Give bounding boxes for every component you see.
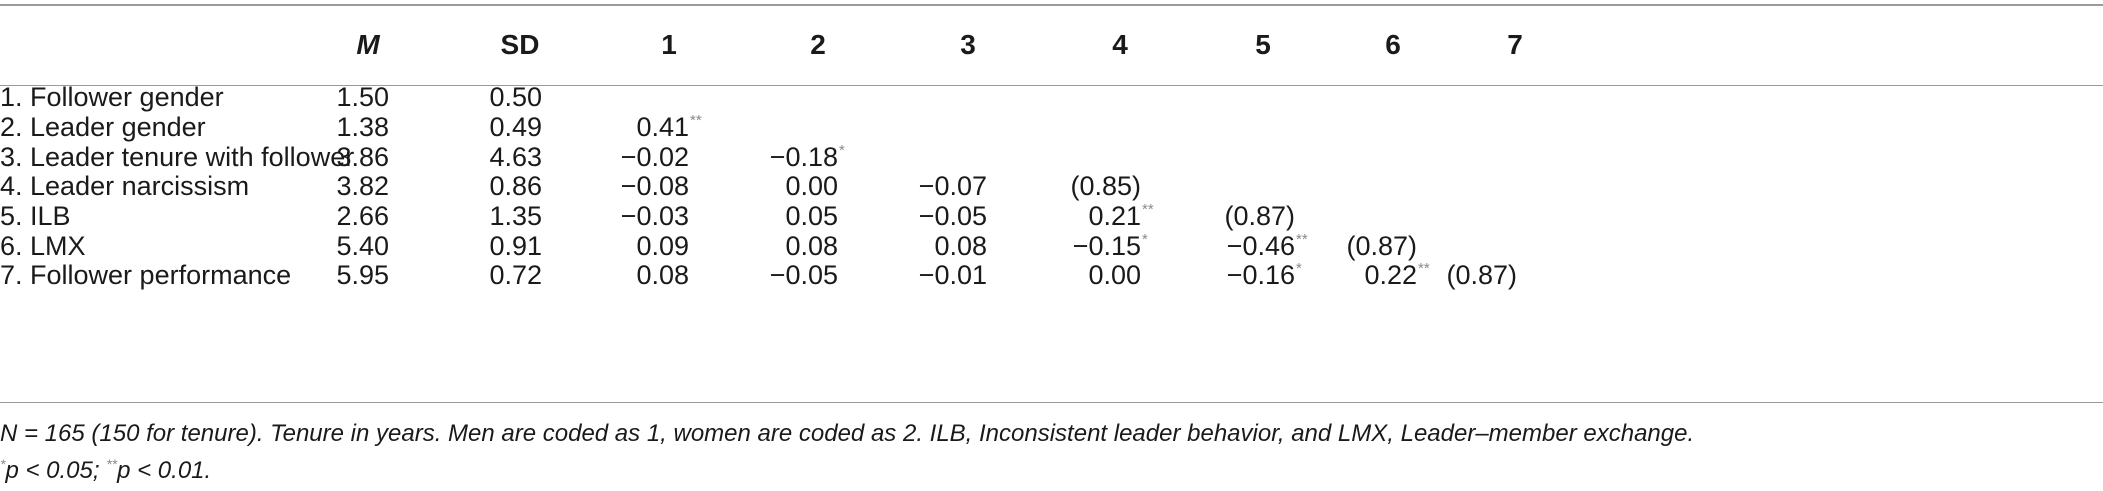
table-row: 7. Follower performance 5.95 0.72 0.08 −0.05…: [0, 258, 2103, 298]
correlation-cell: 0.41: [636, 112, 689, 142]
table-bottom-rule: [0, 402, 2103, 403]
column-header-sd: SD: [500, 29, 540, 60]
sd-cell: 0.86: [489, 171, 542, 201]
correlation-cell: 0.22: [1364, 260, 1417, 290]
column-header-1: 1: [661, 29, 677, 60]
correlation-cell: 0.08: [785, 231, 838, 261]
significance-marker: **: [690, 112, 702, 129]
variable-label: 6. LMX: [0, 231, 86, 261]
column-header-2: 2: [810, 29, 826, 60]
column-header-m: M: [356, 29, 380, 60]
mean-cell: 3.86: [336, 142, 389, 172]
significance-marker-2: **: [106, 456, 118, 472]
mean-cell: 5.40: [336, 231, 389, 261]
column-header-6: 6: [1385, 29, 1401, 60]
table-note-abbreviations: N = 165 (150 for tenure). Tenure in year…: [0, 420, 1695, 447]
correlation-cell: 0.05: [785, 201, 838, 231]
significance-marker: *: [839, 142, 845, 159]
variable-label: 1. Follower gender: [0, 82, 224, 112]
correlation-cell: −0.01: [918, 260, 987, 290]
variable-label: 7. Follower performance: [0, 260, 292, 290]
significance-marker: *: [1296, 260, 1302, 277]
correlation-cell: (0.85): [1070, 171, 1141, 201]
table-header-rule: [0, 85, 2103, 86]
correlation-cell: (0.87): [1224, 201, 1295, 231]
variable-label: 4. Leader narcissism: [0, 171, 250, 201]
variable-label: 2. Leader gender: [0, 112, 206, 142]
variable-label: 5. ILB: [0, 201, 71, 231]
variable-label: 3. Leader tenure with follower: [0, 142, 355, 172]
significance-marker-1: *: [0, 456, 6, 472]
significance-marker: **: [1418, 260, 1430, 277]
table-note-significance: *p < 0.05; **p < 0.01.: [0, 456, 211, 485]
mean-cell: 3.82: [336, 171, 389, 201]
sd-cell: 0.91: [489, 231, 542, 261]
column-header-7: 7: [1507, 29, 1523, 60]
correlation-cell: −0.16: [1226, 260, 1295, 290]
mean-cell: 1.50: [336, 82, 389, 112]
correlation-cell: −0.07: [918, 171, 987, 201]
mean-cell: 1.38: [336, 112, 389, 142]
table-row: 2. Leader gender 1.38 0.49 0.41 **: [0, 110, 2103, 150]
column-header-3: 3: [960, 29, 976, 60]
correlation-cell: −0.05: [918, 201, 987, 231]
correlation-cell: 0.00: [785, 171, 838, 201]
sd-cell: 1.35: [489, 201, 542, 231]
correlation-cell: −0.03: [620, 201, 689, 231]
mean-cell: 2.66: [336, 201, 389, 231]
significance-marker: **: [1142, 201, 1154, 218]
table-row: 6. LMX 5.40 0.91 0.09 0.08 0.08 −0.15 * −0.46 ** (…: [0, 229, 2103, 269]
significance-marker: *: [1142, 231, 1148, 248]
significance-marker: **: [1296, 231, 1308, 248]
correlation-cell: (0.87): [1446, 260, 1517, 290]
sd-cell: 0.49: [489, 112, 542, 142]
correlation-cell: 0.21: [1088, 201, 1141, 231]
table-row: 4. Leader narcissism 3.82 0.86 −0.08 0.00 −0.…: [0, 169, 2103, 209]
correlation-cell: 0.08: [636, 260, 689, 290]
sd-cell: 4.63: [489, 142, 542, 172]
column-header-5: 5: [1255, 29, 1271, 60]
correlation-cell: −0.18: [769, 142, 838, 172]
sd-cell: 0.50: [489, 82, 542, 112]
correlation-cell: (0.87): [1346, 231, 1417, 261]
table-row: 1. Follower gender 1.50 0.50: [0, 80, 2103, 120]
sd-cell: 0.72: [489, 260, 542, 290]
table-row: 3. Leader tenure with follower 3.86 4.63 −0…: [0, 140, 2103, 180]
significance-text-1: p < 0.05;: [5, 457, 107, 484]
correlation-cell: 0.08: [934, 231, 987, 261]
mean-cell: 5.95: [336, 260, 389, 290]
table-top-rule: [0, 4, 2103, 6]
correlation-cell: −0.02: [620, 142, 689, 172]
table-row: 5. ILB 2.66 1.35 −0.03 0.05 −0.05 0.21 ** (0.87): [0, 199, 2103, 239]
correlation-cell: −0.15: [1072, 231, 1141, 261]
correlation-cell: −0.46: [1226, 231, 1295, 261]
significance-text-2: p < 0.01.: [117, 457, 212, 484]
column-header-4: 4: [1112, 29, 1128, 60]
correlation-cell: −0.08: [620, 171, 689, 201]
correlation-cell: 0.00: [1088, 260, 1141, 290]
correlation-cell: −0.05: [769, 260, 838, 290]
correlation-cell: 0.09: [636, 231, 689, 261]
